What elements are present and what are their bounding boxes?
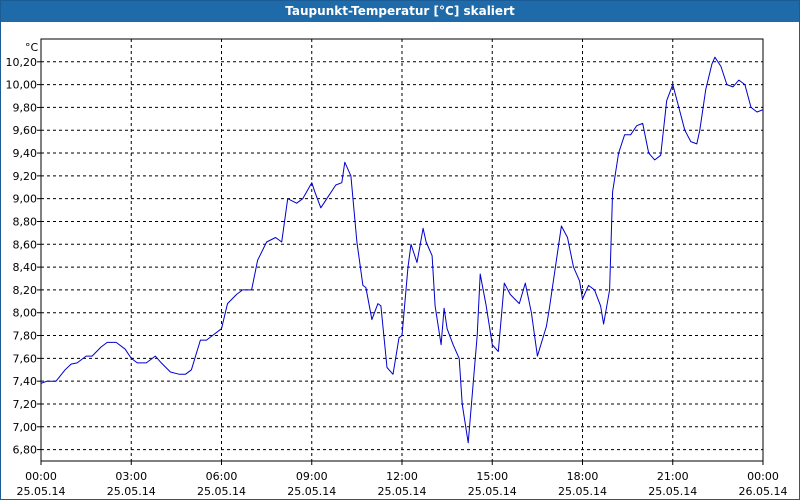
y-tick-label: 9,20 — [13, 170, 38, 183]
y-tick-label: 6,80 — [13, 444, 38, 457]
y-tick-label: 7,60 — [13, 352, 38, 365]
y-tick-label: 8,00 — [13, 307, 38, 320]
y-tick-label: 9,80 — [13, 101, 38, 114]
x-tick-time-label: 00:00 — [25, 470, 57, 483]
x-tick-date-label: 25.05.14 — [107, 485, 156, 498]
y-tick-label: 7,80 — [13, 330, 38, 343]
series-line — [40, 56, 764, 444]
y-tick-label: 9,00 — [13, 193, 38, 206]
y-tick-label: 9,60 — [13, 124, 38, 137]
x-tick-time-label: 03:00 — [115, 470, 147, 483]
y-tick-label: 7,00 — [13, 421, 38, 434]
y-tick-label: 10,20 — [6, 56, 38, 69]
y-tick-label: 9,40 — [13, 147, 38, 160]
y-tick-label: 8,60 — [13, 238, 38, 251]
y-tick-label: 7,40 — [13, 375, 38, 388]
x-tick-date-label: 25.05.14 — [378, 485, 427, 498]
y-tick-label: 8,40 — [13, 261, 38, 274]
x-tick-date-label: 25.05.14 — [648, 485, 697, 498]
x-tick-time-label: 15:00 — [476, 470, 508, 483]
x-tick-date-label: 26.05.14 — [739, 485, 788, 498]
x-tick-date-label: 25.05.14 — [287, 485, 336, 498]
axes: 6,80 7,00 7,20 7,40 7,60 7,80 8,00 8,20 8,40 8,60… — [6, 56, 788, 498]
x-tick-date-label: 25.05.14 — [197, 485, 246, 498]
y-tick-label: 7,20 — [13, 398, 38, 411]
series-group — [40, 56, 764, 444]
x-tick-date-label: 25.05.14 — [17, 485, 66, 498]
x-tick-time-label: 09:00 — [296, 470, 328, 483]
y-tick-label: 8,20 — [13, 284, 38, 297]
chart-title: Taupunkt-Temperatur [°C] skaliert — [1, 1, 799, 22]
x-tick-time-label: 21:00 — [657, 470, 689, 483]
y-tick-label: 8,80 — [13, 215, 38, 228]
x-tick-time-label: 18:00 — [567, 470, 599, 483]
y-axis-unit: °C — [25, 41, 39, 54]
y-tick-label: 10,00 — [6, 79, 38, 92]
x-tick-time-label: 12:00 — [386, 470, 418, 483]
grid — [41, 39, 763, 461]
x-tick-time-label: 00:00 — [747, 470, 779, 483]
x-tick-date-label: 25.05.14 — [468, 485, 517, 498]
x-tick-time-label: 06:00 — [206, 470, 238, 483]
x-tick-date-label: 25.05.14 — [558, 485, 607, 498]
